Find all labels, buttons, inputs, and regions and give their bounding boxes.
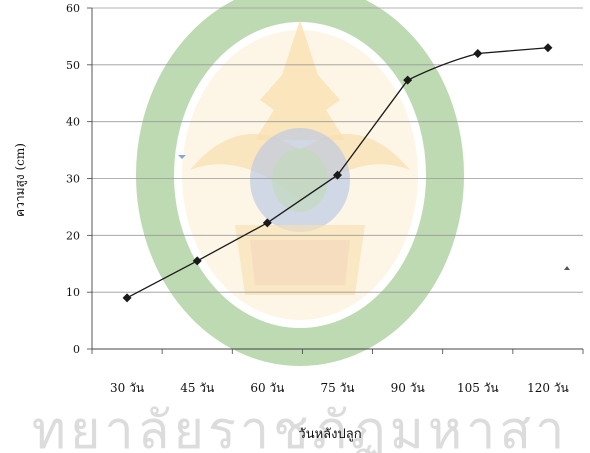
- data-point: [333, 170, 342, 180]
- x-tick-label: 45 วัน: [180, 381, 214, 395]
- y-tick-label: 30: [66, 173, 80, 186]
- x-tick-label: 60 วัน: [250, 381, 284, 395]
- watermark-seal: [136, 0, 464, 366]
- axes: [87, 7, 584, 354]
- x-tick-label: 105 วัน: [457, 381, 499, 395]
- y-axis-label: ความสูง (cm): [13, 143, 28, 217]
- data-point: [192, 256, 202, 266]
- y-tick-label: 40: [66, 116, 80, 129]
- stray-mark: [178, 155, 186, 159]
- y-tick-label: 10: [66, 286, 80, 299]
- x-tick-label: 30 วัน: [110, 381, 144, 395]
- y-tick-label: 0: [73, 343, 80, 356]
- data-series: [122, 43, 553, 303]
- data-point: [543, 43, 553, 53]
- y-tick-label: 20: [66, 229, 80, 242]
- x-axis-label: วันหลังปลูก: [298, 427, 361, 442]
- x-tick-label: 120 วัน: [527, 381, 569, 395]
- x-tick-label: 75 วัน: [320, 381, 354, 395]
- x-tick-label: 90 วัน: [391, 381, 425, 395]
- data-point: [473, 48, 483, 58]
- y-tick-labels: 0 10 20 30 40 50 60: [66, 2, 80, 356]
- stray-mark: [564, 266, 570, 270]
- data-point: [262, 218, 272, 228]
- y-tick-label: 50: [66, 59, 80, 72]
- data-point: [122, 293, 132, 303]
- x-tick-labels: 30 วัน 45 วัน 60 วัน 75 วัน 90 วัน 105 วัน 120…: [110, 381, 569, 395]
- watermark-text: ทยาลัยราชภัฏมหาสา: [32, 401, 569, 453]
- data-point: [403, 75, 413, 85]
- y-tick-label: 60: [66, 2, 80, 15]
